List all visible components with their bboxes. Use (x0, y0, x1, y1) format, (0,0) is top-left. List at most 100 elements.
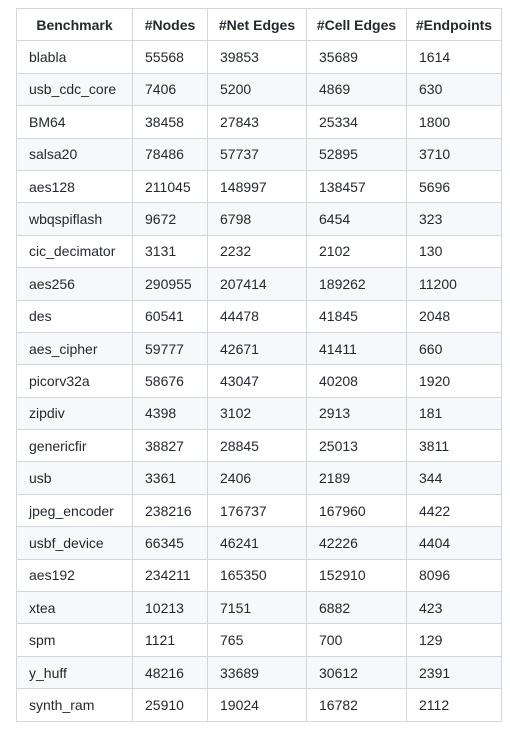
nodes-cell: 234211 (132, 558, 208, 593)
cell-edges-cell: 41411 (306, 331, 407, 366)
net-edges-cell: 28845 (207, 429, 307, 463)
table-row: zipdiv 4398 3102 2913 181 (16, 396, 502, 431)
benchmark-cell: picorv32a (16, 364, 133, 398)
endpoints-cell: 1800 (406, 105, 502, 139)
endpoints-cell: 4422 (406, 493, 502, 528)
benchmark-cell: BM64 (16, 105, 133, 139)
net-edges-cell: 3102 (207, 396, 307, 431)
header-endpoints: #Endpoints (406, 7, 502, 42)
header-benchmark: Benchmark (16, 7, 133, 42)
net-edges-cell: 19024 (207, 688, 307, 722)
endpoints-cell: 3811 (406, 429, 502, 463)
benchmark-cell: wbqspiflash (16, 202, 133, 236)
endpoints-cell: 1920 (406, 364, 502, 398)
net-edges-cell: 207414 (207, 267, 307, 301)
endpoints-cell: 630 (406, 72, 502, 107)
table-row: spm 1121 765 700 129 (16, 623, 502, 657)
table-row: des 60541 44478 41845 2048 (16, 299, 502, 333)
nodes-cell: 55568 (132, 40, 208, 74)
net-edges-cell: 6798 (207, 202, 307, 236)
nodes-cell: 3361 (132, 461, 208, 495)
cell-edges-cell: 189262 (306, 267, 407, 301)
cell-edges-cell: 2913 (306, 396, 407, 431)
table-row: BM64 38458 27843 25334 1800 (16, 105, 502, 139)
cell-edges-cell: 6454 (306, 202, 407, 236)
endpoints-cell: 11200 (406, 267, 502, 301)
nodes-cell: 238216 (132, 493, 208, 528)
nodes-cell: 4398 (132, 396, 208, 431)
nodes-cell: 9672 (132, 202, 208, 236)
table-row: xtea 10213 7151 6882 423 (16, 591, 502, 625)
benchmark-cell: blabla (16, 40, 133, 74)
cell-edges-cell: 25013 (306, 429, 407, 463)
table-row: y_huff 48216 33689 30612 2391 (16, 655, 502, 690)
cell-edges-cell: 35689 (306, 40, 407, 74)
nodes-cell: 66345 (132, 526, 208, 560)
cell-edges-cell: 30612 (306, 655, 407, 690)
endpoints-cell: 130 (406, 234, 502, 269)
benchmark-cell: zipdiv (16, 396, 133, 431)
cell-edges-cell: 41845 (306, 299, 407, 333)
table-row: blabla 55568 39853 35689 1614 (16, 40, 502, 74)
net-edges-cell: 2232 (207, 234, 307, 269)
cell-edges-cell: 700 (306, 623, 407, 657)
endpoints-cell: 3710 (406, 137, 502, 171)
cell-edges-cell: 2102 (306, 234, 407, 269)
table-row: salsa20 78486 57737 52895 3710 (16, 137, 502, 171)
net-edges-cell: 46241 (207, 526, 307, 560)
endpoints-cell: 423 (406, 591, 502, 625)
nodes-cell: 78486 (132, 137, 208, 171)
table-row: genericfir 38827 28845 25013 3811 (16, 429, 502, 463)
net-edges-cell: 5200 (207, 72, 307, 107)
net-edges-cell: 44478 (207, 299, 307, 333)
cell-edges-cell: 42226 (306, 526, 407, 560)
table-row: wbqspiflash 9672 6798 6454 323 (16, 202, 502, 236)
table-row: aes_cipher 59777 42671 41411 660 (16, 331, 502, 366)
table-row: aes256 290955 207414 189262 11200 (16, 267, 502, 301)
nodes-cell: 38827 (132, 429, 208, 463)
cell-edges-cell: 25334 (306, 105, 407, 139)
nodes-cell: 59777 (132, 331, 208, 366)
nodes-cell: 290955 (132, 267, 208, 301)
table-row: usb 3361 2406 2189 344 (16, 461, 502, 495)
net-edges-cell: 27843 (207, 105, 307, 139)
net-edges-cell: 2406 (207, 461, 307, 495)
endpoints-cell: 4404 (406, 526, 502, 560)
net-edges-cell: 176737 (207, 493, 307, 528)
benchmark-cell: spm (16, 623, 133, 657)
benchmark-cell: y_huff (16, 655, 133, 690)
nodes-cell: 7406 (132, 72, 208, 107)
benchmark-cell: jpeg_encoder (16, 493, 133, 528)
benchmark-cell: usbf_device (16, 526, 133, 560)
benchmark-cell: genericfir (16, 429, 133, 463)
table-row: usbf_device 66345 46241 42226 4404 (16, 526, 502, 560)
cell-edges-cell: 138457 (306, 169, 407, 204)
header-row: Benchmark #Nodes #Net Edges #Cell Edges … (16, 7, 502, 42)
net-edges-cell: 7151 (207, 591, 307, 625)
header-net-edges: #Net Edges (207, 7, 307, 42)
net-edges-cell: 42671 (207, 331, 307, 366)
nodes-cell: 25910 (132, 688, 208, 722)
endpoints-cell: 344 (406, 461, 502, 495)
endpoints-cell: 2112 (406, 688, 502, 722)
endpoints-cell: 1614 (406, 40, 502, 74)
endpoints-cell: 181 (406, 396, 502, 431)
cell-edges-cell: 40208 (306, 364, 407, 398)
nodes-cell: 58676 (132, 364, 208, 398)
cell-edges-cell: 2189 (306, 461, 407, 495)
nodes-cell: 1121 (132, 623, 208, 657)
net-edges-cell: 165350 (207, 558, 307, 593)
net-edges-cell: 148997 (207, 169, 307, 204)
benchmark-cell: aes_cipher (16, 331, 133, 366)
endpoints-cell: 2391 (406, 655, 502, 690)
benchmark-cell: usb (16, 461, 133, 495)
header-nodes: #Nodes (132, 7, 208, 42)
table-row: cic_decimator 3131 2232 2102 130 (16, 234, 502, 269)
cell-edges-cell: 4869 (306, 72, 407, 107)
cell-edges-cell: 16782 (306, 688, 407, 722)
table-row: picorv32a 58676 43047 40208 1920 (16, 364, 502, 398)
table-header: Benchmark #Nodes #Net Edges #Cell Edges … (16, 7, 502, 42)
nodes-cell: 10213 (132, 591, 208, 625)
benchmark-cell: cic_decimator (16, 234, 133, 269)
